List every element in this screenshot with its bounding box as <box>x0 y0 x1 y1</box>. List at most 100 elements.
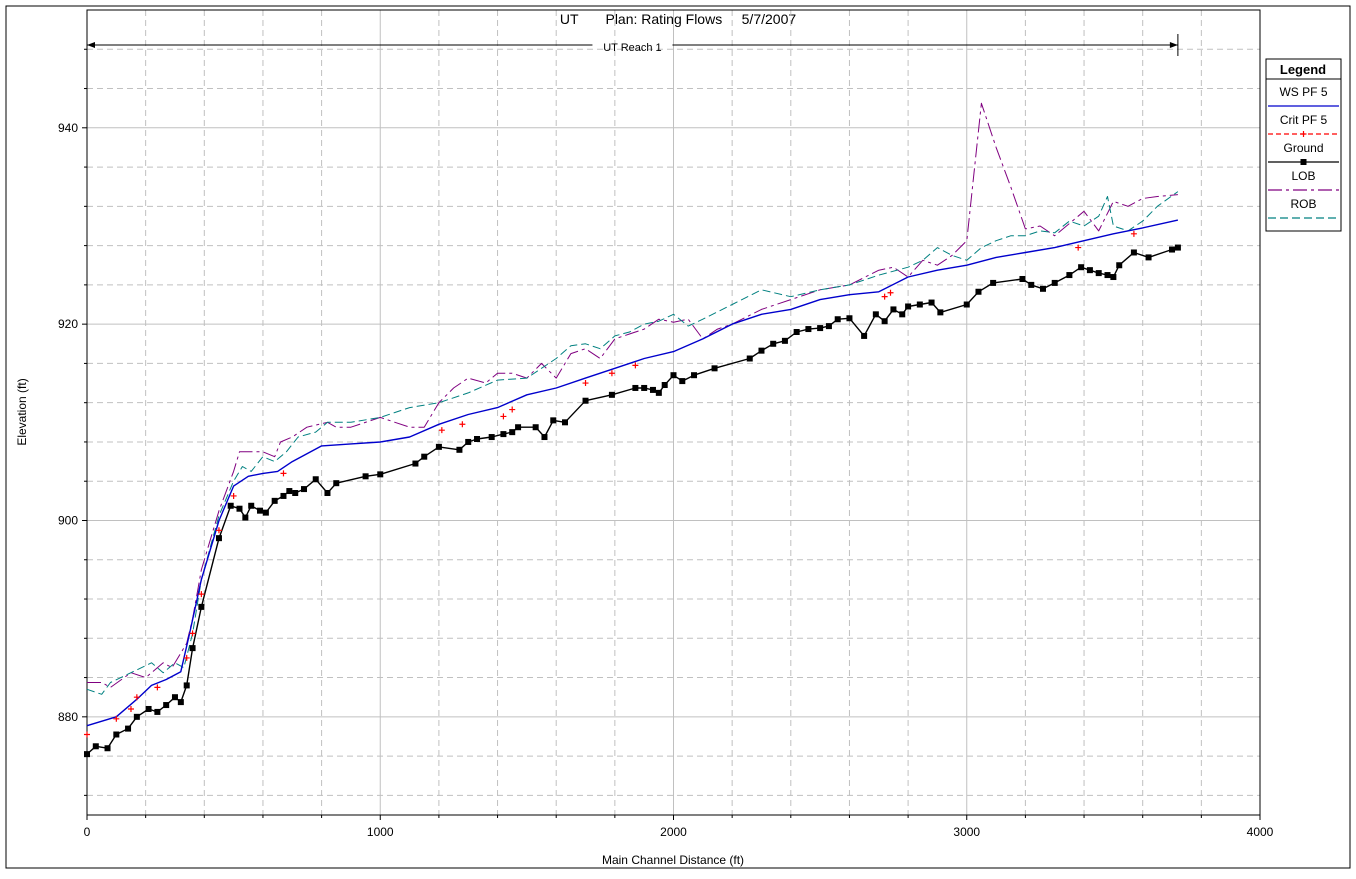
ground-point <box>1145 254 1152 261</box>
ground-point <box>133 713 140 720</box>
series-ws-pf-5 <box>86 219 1179 727</box>
legend: Legend WS PF 5 Crit PF 5 Ground LOB ROB <box>1265 58 1342 232</box>
series-crit-pf-5 <box>84 230 1137 738</box>
ground-point <box>262 509 269 516</box>
ground-point <box>177 699 184 706</box>
ground-point <box>421 453 428 460</box>
x-tick-label: 2000 <box>660 825 687 839</box>
ground-point <box>271 497 278 504</box>
series-lob <box>87 102 1178 688</box>
crit-point <box>632 362 639 369</box>
ground-point <box>1110 274 1117 281</box>
crit-point <box>154 684 161 691</box>
ground-point <box>1116 262 1123 269</box>
ground-point <box>125 725 132 732</box>
ground-point <box>257 507 264 514</box>
ground-point <box>1019 275 1026 282</box>
ground-point <box>509 429 516 436</box>
series-line <box>87 102 1178 688</box>
ground-point <box>834 316 841 323</box>
legend-entry-label: ROB <box>1290 197 1316 211</box>
series-rob <box>86 191 1179 695</box>
ground-point <box>189 645 196 652</box>
ground-point <box>324 490 331 496</box>
ground-point <box>825 323 832 330</box>
ground-point <box>154 708 161 715</box>
legend-entry-label: Crit PF 5 <box>1280 113 1328 127</box>
legend-entry-marker <box>1300 131 1307 137</box>
legend-box <box>1265 58 1342 232</box>
grid <box>87 10 1260 815</box>
reach-arrow-left <box>87 42 95 48</box>
ground-point <box>746 355 753 362</box>
ground-point <box>641 384 648 391</box>
ground-point <box>1051 279 1058 286</box>
ground-point <box>916 301 923 308</box>
ground-point <box>661 382 668 389</box>
reach-arrow-right <box>1169 42 1178 48</box>
ground-point <box>362 473 369 480</box>
ground-point <box>1174 244 1181 251</box>
ground-point <box>248 502 255 509</box>
crit-point <box>113 715 120 722</box>
crit-point <box>183 654 190 661</box>
y-tick-label: 880 <box>58 710 78 724</box>
ground-point <box>632 384 639 391</box>
x-tick-label: 4000 <box>1247 825 1274 839</box>
ground-point <box>435 443 442 450</box>
series-ground <box>84 244 1181 758</box>
legend-entry-marker <box>1300 159 1307 165</box>
series-line <box>86 219 1179 727</box>
crit-point <box>1075 244 1082 251</box>
crit-point <box>84 731 90 738</box>
crit-point <box>127 705 134 712</box>
ground-point <box>1086 267 1093 274</box>
ground-point <box>145 705 152 712</box>
ground-point <box>312 476 319 483</box>
ground-point <box>1028 281 1035 288</box>
x-axis-label: Main Channel Distance (ft) <box>602 853 744 867</box>
ground-point <box>242 514 249 521</box>
ground-point <box>163 702 170 709</box>
ground-point <box>758 347 765 354</box>
ground-point <box>541 434 548 441</box>
series-line <box>86 191 1179 695</box>
legend-entry-label: WS PF 5 <box>1279 85 1327 99</box>
ground-point <box>292 490 299 496</box>
crit-point <box>438 427 445 434</box>
chart-title: UT Plan: Rating Flows 5/7/2007 <box>560 11 797 27</box>
x-tick-label: 1000 <box>367 825 394 839</box>
ground-point <box>963 301 970 308</box>
ground-point <box>171 694 178 701</box>
ground-point <box>92 743 99 750</box>
ground-point <box>377 471 384 478</box>
crit-point <box>215 527 222 534</box>
ground-point <box>515 424 522 431</box>
ground-point <box>781 337 788 344</box>
crit-point <box>582 380 589 387</box>
ground-point <box>890 306 897 313</box>
ground-point <box>1130 249 1137 256</box>
ground-point <box>861 332 868 339</box>
ground-point <box>456 446 463 453</box>
ground-point <box>280 492 287 499</box>
ground-point <box>84 751 90 758</box>
ground-point <box>655 389 662 396</box>
ground-point <box>113 731 120 738</box>
y-tick-label: 920 <box>58 317 78 331</box>
ground-point <box>649 386 656 393</box>
ground-point <box>412 460 419 467</box>
crit-point <box>189 630 196 637</box>
ground-point <box>561 419 568 426</box>
ground-point <box>1104 272 1111 279</box>
x-tick-label: 0 <box>84 825 91 839</box>
ground-point <box>817 325 824 332</box>
crit-point <box>881 293 888 300</box>
ground-point <box>1095 270 1102 277</box>
ground-point <box>711 365 718 372</box>
ground-point <box>899 311 906 318</box>
ground-point <box>990 279 997 286</box>
outer-frame <box>5 5 1351 869</box>
